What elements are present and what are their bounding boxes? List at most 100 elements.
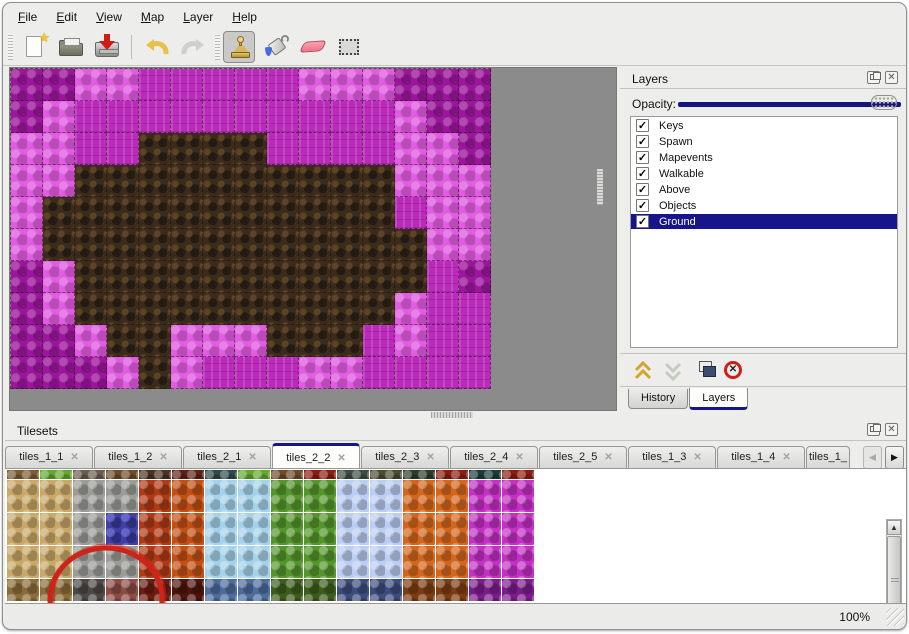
tab-scroll-right-icon[interactable]: ▶ <box>885 446 904 469</box>
tileset-tab-tiles_1_4[interactable]: tiles_1_4 ✕ <box>717 446 805 469</box>
map-tile[interactable] <box>395 133 427 165</box>
map-tile[interactable] <box>75 165 107 197</box>
tab-layers[interactable]: Layers <box>689 388 749 410</box>
tileset-tile[interactable] <box>205 579 238 602</box>
map-tile[interactable] <box>235 69 267 101</box>
map-tile[interactable] <box>459 101 491 133</box>
tileset-tile[interactable] <box>337 579 370 602</box>
map-tile[interactable] <box>107 261 139 293</box>
menu-item-map[interactable]: Map <box>140 10 165 24</box>
map-tile[interactable] <box>363 101 395 133</box>
map-tile[interactable] <box>11 197 43 229</box>
tileset-tile[interactable] <box>436 579 469 602</box>
close-tab-icon[interactable]: ✕ <box>604 452 613 463</box>
map-tile[interactable] <box>267 69 299 101</box>
map-tile[interactable] <box>395 69 427 101</box>
tileset-tile[interactable] <box>73 480 106 513</box>
tab-history[interactable]: History <box>628 389 689 409</box>
map-tile[interactable] <box>203 101 235 133</box>
map-tile[interactable] <box>75 197 107 229</box>
map-tile[interactable] <box>267 293 299 325</box>
layer-row-above[interactable]: ✓ Above <box>631 182 897 197</box>
tileset-tile[interactable] <box>73 546 106 579</box>
map-tile[interactable] <box>427 69 459 101</box>
map-tile[interactable] <box>171 69 203 101</box>
close-dock-icon[interactable]: ✕ <box>885 71 898 84</box>
tileset-tile[interactable] <box>106 470 139 480</box>
tab-scroll-left-icon[interactable]: ◀ <box>863 446 882 469</box>
map-tile[interactable] <box>267 261 299 293</box>
map-tile[interactable] <box>427 325 459 357</box>
map-tile[interactable] <box>11 293 43 325</box>
map-tile[interactable] <box>331 261 363 293</box>
tileset-tab-tiles_1_1[interactable]: tiles_1_1 ✕ <box>5 446 93 469</box>
resize-grip[interactable] <box>886 608 904 626</box>
map-tile[interactable] <box>75 69 107 101</box>
tileset-tile[interactable] <box>40 546 73 579</box>
tileset-tile[interactable] <box>304 470 337 480</box>
map-tile[interactable] <box>363 293 395 325</box>
tileset-tile[interactable] <box>370 546 403 579</box>
tileset-tile[interactable] <box>40 513 73 546</box>
tileset-tile[interactable] <box>502 579 535 602</box>
map-tile[interactable] <box>43 69 75 101</box>
map-tile[interactable] <box>43 357 75 389</box>
close-tab-icon[interactable]: ✕ <box>70 452 79 463</box>
map-tile[interactable] <box>139 133 171 165</box>
fill-tool-button[interactable] <box>261 31 293 63</box>
scrollbar-thumb[interactable] <box>887 536 901 603</box>
close-tab-icon[interactable]: ✕ <box>426 452 435 463</box>
tileset-tile[interactable] <box>139 470 172 480</box>
map-tile[interactable] <box>299 69 331 101</box>
map-tile[interactable] <box>75 101 107 133</box>
tileset-tile[interactable] <box>436 513 469 546</box>
tileset-tile[interactable] <box>139 579 172 602</box>
menu-item-edit[interactable]: Edit <box>56 10 78 24</box>
map-tile[interactable] <box>43 261 75 293</box>
tileset-tile[interactable] <box>238 470 271 480</box>
map-tile[interactable] <box>299 197 331 229</box>
map-tile[interactable] <box>299 357 331 389</box>
map-tile[interactable] <box>11 229 43 261</box>
map-tile[interactable] <box>459 229 491 261</box>
tileset-tile[interactable] <box>238 480 271 513</box>
map-tile[interactable] <box>43 101 75 133</box>
tileset-tile[interactable] <box>403 513 436 546</box>
tileset-tile[interactable] <box>337 470 370 480</box>
stamp-tool-button[interactable] <box>223 31 255 63</box>
map-tile[interactable] <box>171 325 203 357</box>
map-tile[interactable] <box>235 133 267 165</box>
map-tile[interactable] <box>75 293 107 325</box>
map-tile[interactable] <box>139 101 171 133</box>
map-tile[interactable] <box>427 197 459 229</box>
map-tile[interactable] <box>235 197 267 229</box>
map-tile[interactable] <box>139 357 171 389</box>
map-tile[interactable] <box>171 133 203 165</box>
map-tile[interactable] <box>395 325 427 357</box>
map-tile[interactable] <box>459 197 491 229</box>
layer-checkbox[interactable]: ✓ <box>636 151 649 164</box>
tileset-tile[interactable] <box>205 470 238 480</box>
map-tile[interactable] <box>203 69 235 101</box>
map-tile[interactable] <box>75 133 107 165</box>
map-tile[interactable] <box>427 165 459 197</box>
map-tile[interactable] <box>331 357 363 389</box>
map-tile[interactable] <box>43 229 75 261</box>
opacity-slider-track[interactable] <box>678 102 901 107</box>
map-tile[interactable] <box>331 69 363 101</box>
tileset-tile[interactable] <box>502 546 535 579</box>
map-tile[interactable] <box>331 133 363 165</box>
layer-row-spawn[interactable]: ✓ Spawn <box>631 134 897 149</box>
tileset-tile[interactable] <box>205 546 238 579</box>
tileset-tile[interactable] <box>469 480 502 513</box>
tileset-tile[interactable] <box>73 579 106 602</box>
map-tile[interactable] <box>203 261 235 293</box>
tileset-tile[interactable] <box>271 470 304 480</box>
new-file-button[interactable]: ★ <box>19 30 51 63</box>
map-tile[interactable] <box>107 197 139 229</box>
map-tile[interactable] <box>427 101 459 133</box>
map-tile[interactable] <box>395 261 427 293</box>
map-tile[interactable] <box>139 293 171 325</box>
map-viewport[interactable] <box>9 67 617 411</box>
scroll-up-icon[interactable]: ▲ <box>887 520 901 535</box>
